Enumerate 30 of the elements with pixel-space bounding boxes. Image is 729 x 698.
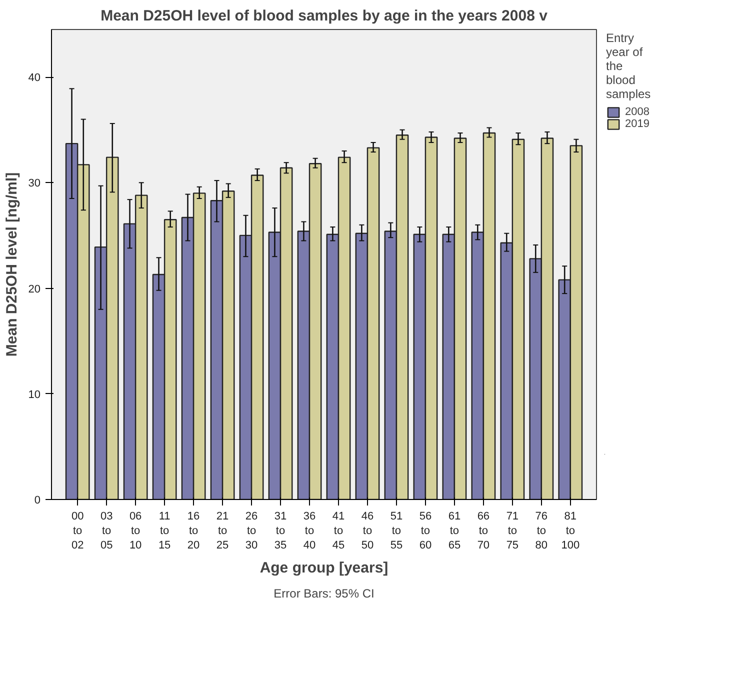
- text: Error Bars: 95% CI: [274, 586, 374, 600]
- x-tick-label: 16 to 20: [187, 510, 200, 552]
- y-tick-label: 30: [28, 178, 41, 190]
- legend-title: Entry year of the blood samples: [606, 31, 651, 101]
- x-tick-label: 66 to 70: [477, 510, 490, 552]
- x-tick-label: 26 to 30: [245, 510, 258, 552]
- x-tick-label: 03 to 05: [100, 510, 113, 552]
- chart-title: Mean D25OH level of blood samples by age in the years 2008 v: [100, 8, 548, 24]
- legend-label: 2008: [625, 106, 650, 118]
- x-tick-label: 36 to 40: [303, 510, 316, 552]
- x-tick-label: 11 to 15: [158, 510, 171, 552]
- y-tick-label: 0: [34, 494, 41, 506]
- x-tick-label: 81 to 100: [561, 510, 580, 552]
- x-tick-label: 00 to 02: [71, 510, 84, 552]
- x-tick-label: 41 to 45: [332, 510, 345, 552]
- x-tick-label: 61 to 65: [448, 510, 461, 552]
- x-tick-label: 76 to 80: [535, 510, 548, 552]
- x-tick-label: 46 to 50: [361, 510, 374, 552]
- x-tick-label: 31 to 35: [274, 510, 287, 552]
- y-tick-label: 40: [28, 72, 41, 84]
- y-tick-label: 20: [28, 283, 41, 296]
- x-tick-label: 51 to 55: [390, 510, 403, 552]
- y-axis-title: Mean D25OH level [ng/ml]: [3, 172, 20, 357]
- x-tick-label: 56 to 60: [419, 510, 432, 552]
- x-axis-title: Age group [years]: [260, 559, 388, 576]
- x-tick-label: 21 to 25: [216, 510, 229, 552]
- x-tick-label: 06 to 10: [129, 510, 142, 552]
- y-tick-label: 10: [28, 388, 41, 401]
- x-tick-label: 71 to 75: [506, 510, 519, 552]
- legend-label: 2019: [625, 118, 650, 130]
